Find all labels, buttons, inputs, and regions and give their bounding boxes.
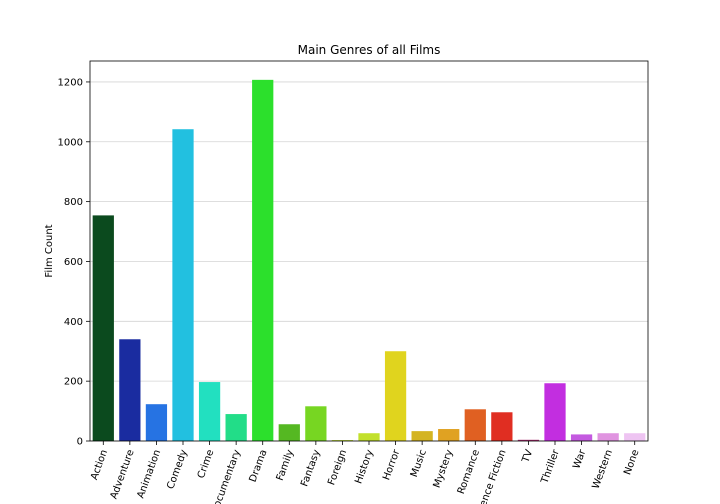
bar-horror: [384, 351, 407, 441]
x-tick-label: Thriller: [539, 447, 562, 486]
bar-adventure: [119, 339, 141, 441]
y-axis-label: Film Count: [44, 224, 55, 277]
bar-documentary: [225, 414, 247, 441]
x-tick-label: History: [353, 448, 376, 485]
x-tick-label: War: [571, 447, 588, 470]
bar-thriller: [544, 383, 566, 441]
x-tick-label: Music: [409, 448, 429, 478]
bar-mystery: [438, 429, 460, 441]
bar-tv: [517, 439, 540, 441]
x-tick-label: Mystery: [432, 448, 456, 489]
bar-crime: [198, 382, 221, 441]
x-tick-label: None: [622, 448, 641, 476]
bar-science-fiction: [491, 412, 513, 441]
x-tick-label: Family: [275, 448, 296, 482]
bar-music: [411, 431, 433, 441]
bar-history: [358, 433, 380, 441]
y-tick-label: 800: [64, 197, 83, 208]
bar-western: [597, 433, 619, 441]
x-tick-label: Romance: [456, 448, 482, 495]
x-tick-label: Horror: [381, 447, 402, 481]
x-tick-label: Adventure: [109, 448, 137, 500]
y-axis-ticks: 0 200 400 600 800 1000 1200: [58, 77, 90, 448]
x-tick-label: Comedy: [165, 448, 189, 491]
bar-action: [92, 215, 114, 441]
bar-animation: [145, 404, 168, 441]
bars: [92, 79, 646, 442]
y-tick-label: 1200: [58, 77, 83, 88]
bar-none: [624, 433, 646, 441]
x-tick-label: Foreign: [326, 448, 349, 487]
bar-drama: [252, 79, 274, 441]
chart-title: Main Genres of all Films: [298, 43, 441, 57]
y-tick-label: 200: [64, 377, 83, 388]
x-tick-label: Fantasy: [299, 448, 323, 488]
y-tick-label: 400: [64, 317, 83, 328]
y-tick-label: 600: [64, 257, 83, 268]
bar-romance: [464, 409, 486, 441]
x-tick-label: TV: [520, 448, 535, 465]
bar-war: [570, 434, 593, 441]
y-tick-label: 1000: [58, 137, 83, 148]
x-tick-label: Animation: [135, 448, 163, 500]
bar-foreign: [331, 440, 354, 441]
bar-comedy: [172, 129, 194, 442]
x-tick-label: Crime: [196, 448, 217, 480]
bar-fantasy: [305, 406, 327, 441]
x-tick-label: Western: [591, 448, 615, 490]
bar-family: [278, 424, 300, 441]
x-tick-label: Action: [89, 448, 110, 481]
y-tick-label: 0: [77, 437, 83, 448]
x-tick-label: Drama: [248, 448, 270, 484]
